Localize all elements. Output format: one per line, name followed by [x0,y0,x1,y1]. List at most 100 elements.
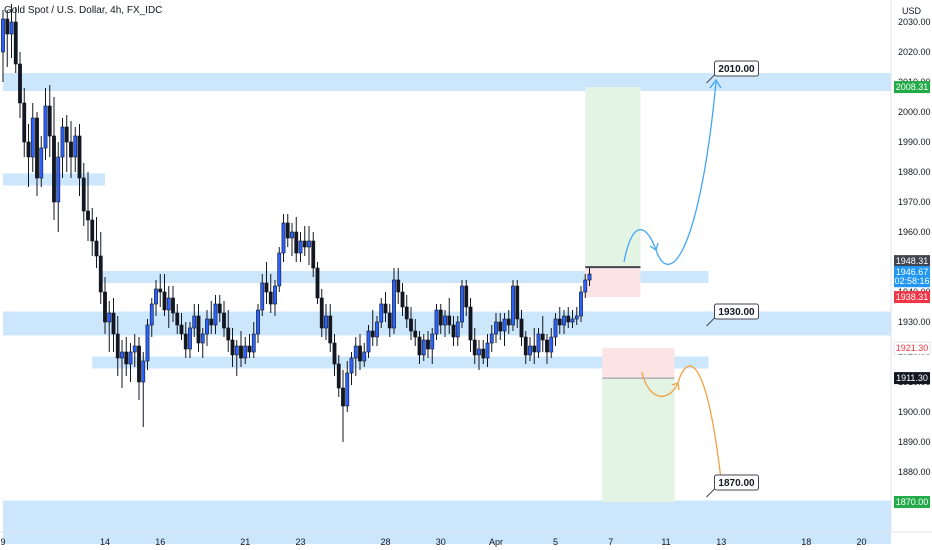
candle [387,304,392,337]
candle [103,277,107,334]
candle [370,310,375,346]
candle-body [35,117,39,179]
candle-body [124,351,129,365]
candle [137,337,141,400]
candle-body [1,18,5,53]
candle [489,325,494,352]
candle-body [528,345,532,356]
candle-body [506,318,511,326]
candle [281,214,286,262]
candle [545,334,549,364]
candle [438,304,443,334]
candle [264,262,269,304]
candle-body [239,345,243,359]
price-tag-1911.30: 1911.30 [894,372,930,385]
price-tag-1921.30: 1921.30 [893,341,931,355]
candle-body [294,231,299,254]
candle [86,172,90,241]
candle [485,334,490,367]
time-tick-label: 28 [380,537,390,547]
candle [413,319,418,346]
candle-body [141,360,146,383]
candle-body [315,267,320,299]
candle-body [464,285,469,308]
candle [141,352,146,427]
candle [247,334,252,358]
callout-box [714,303,759,320]
candle [324,304,328,340]
candle [566,307,571,328]
candle [251,322,256,358]
candle-body [77,135,82,179]
candle-body [128,351,133,365]
orange-arrow-curve-2 [677,365,723,489]
candle-body [209,318,214,326]
candle-body [574,315,579,320]
candle-body [166,297,171,311]
candle [447,298,452,334]
candle-body [234,345,239,356]
candle [273,280,277,316]
callouts-layer: 2010.00 1930.00 1870.00 [706,60,759,498]
candle [455,316,460,346]
callout-pointer [706,74,715,84]
candle [553,313,558,346]
candle-body [154,288,158,305]
candle-body [536,333,541,353]
candle-body [22,102,27,143]
candle-body [358,345,362,362]
candle-body [9,21,14,35]
candle [570,310,575,328]
candle-body [285,222,290,239]
candle-body [451,324,456,338]
candle [464,280,469,316]
candle [562,310,566,334]
arrows-layer [623,78,727,491]
zone-resistance-2010 [3,73,891,91]
candle [60,118,65,178]
candle [532,328,537,364]
candle [515,280,520,328]
candle-body [341,387,345,407]
candle [332,334,337,376]
candle [549,328,554,358]
price-tag-box [894,255,930,268]
candle-body [281,222,286,254]
time-axis[interactable]: 9 14 16 21 23 28 30 Apr 5 7 11 13 18 20 [0,531,932,547]
candle-body [56,156,61,203]
candle [498,313,503,340]
candle-body [149,303,154,326]
candle-body [137,345,141,383]
candle [540,316,545,352]
candle-body [307,240,311,248]
candle-body [64,126,69,143]
candle-body [511,285,515,326]
candle [222,301,226,337]
candle [341,370,345,442]
candle [358,334,362,370]
candle-body [90,219,95,242]
candle-body [426,339,430,350]
candle [396,268,401,304]
candle [226,310,231,352]
candle [9,4,14,58]
candle [353,337,358,376]
candle [90,208,95,256]
candle [417,331,422,364]
candle-body [587,273,592,281]
candle-body [171,297,175,314]
blue-arrow-head-2 [709,78,722,89]
candle [230,328,235,367]
candle-body [188,327,192,350]
candle-body [400,291,405,308]
candle-body [540,333,545,341]
candle [379,298,384,328]
candle-body [103,291,107,323]
candle [574,307,579,325]
candle-body [311,240,316,269]
candle-body [409,318,413,332]
candle [587,268,592,286]
candle-body [273,285,277,305]
candle [188,322,192,358]
